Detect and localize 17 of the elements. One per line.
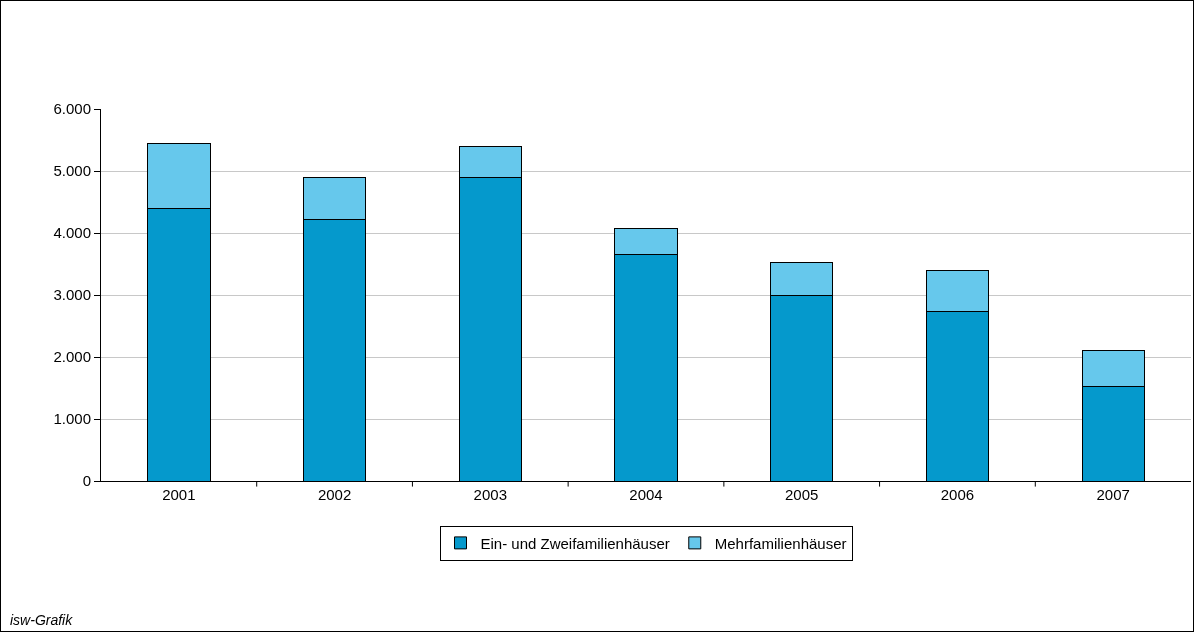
- y-tick-label: 0: [82, 472, 91, 490]
- y-tick-label: 5.000: [53, 162, 91, 180]
- y-tick-label: 2.000: [53, 348, 91, 366]
- y-tick-label: 3.000: [53, 286, 91, 304]
- legend-label: Mehrfamilienhäuser: [714, 534, 847, 552]
- x-tick-label: 2002: [317, 486, 352, 503]
- text: isw-Grafik: [10, 612, 74, 628]
- x-tick-label: 2004: [629, 486, 663, 503]
- x-tick-label: 2007: [1096, 486, 1130, 503]
- y-tick-label: 1.000: [53, 410, 91, 428]
- x-tick-label: 2005: [785, 486, 819, 503]
- x-tick-label: 2006: [940, 486, 975, 503]
- x-tick-label: 2003: [473, 486, 507, 503]
- y-tick-label: 4.000: [53, 224, 91, 242]
- y-tick-label: 6.000: [53, 100, 91, 118]
- legend-label: Ein- und Zweifamilienhäuser: [480, 534, 670, 552]
- x-tick-label: 2001: [162, 486, 196, 503]
